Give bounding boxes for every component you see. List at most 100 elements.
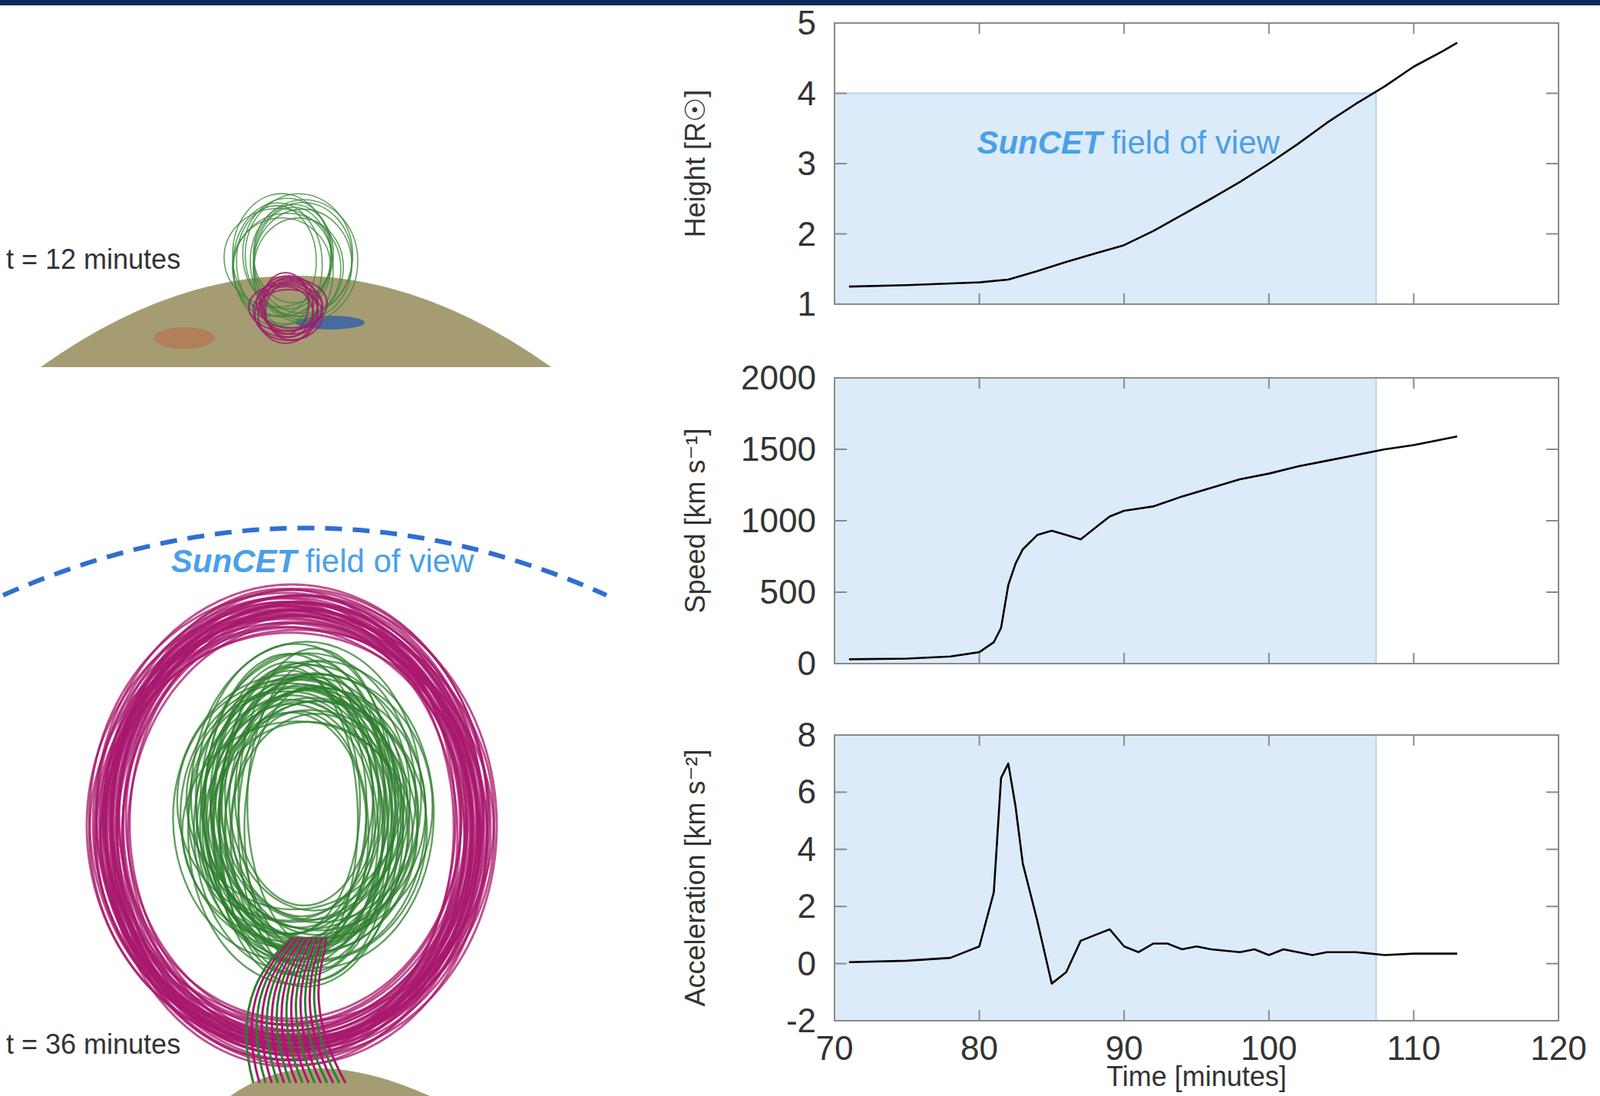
- y-tick-label: 1000: [740, 501, 817, 539]
- fov-label-part: SunCET: [976, 124, 1105, 161]
- y-tick: [834, 448, 847, 450]
- y-tick: [1546, 1019, 1559, 1022]
- y-tick: [834, 848, 847, 850]
- y-tick-label: 3: [797, 144, 817, 182]
- x-tick: [978, 1009, 981, 1021]
- y-tick-label: 8: [797, 715, 817, 754]
- x-axis-title: Time [minutes]: [1106, 1060, 1287, 1092]
- fov-label-part: field of view: [1102, 124, 1281, 161]
- x-tick: [1557, 377, 1560, 389]
- data-line: [849, 42, 1458, 288]
- snapshot-label: t = 12 minutes: [6, 243, 181, 275]
- y-tick-label: 4: [797, 74, 817, 113]
- x-tick: [1268, 1009, 1270, 1021]
- x-tick: [833, 377, 836, 389]
- y-tick-label: 1500: [740, 429, 817, 468]
- y-tick: [834, 1019, 847, 1022]
- y-tick: [1546, 92, 1559, 95]
- x-tick: [1557, 652, 1560, 664]
- x-tick: [1123, 734, 1125, 746]
- y-tick-label: 500: [760, 572, 817, 611]
- x-tick-label: 120: [1530, 1028, 1587, 1067]
- x-tick: [1123, 293, 1125, 305]
- x-tick: [833, 23, 836, 34]
- fov-label-part: SunCET: [171, 542, 300, 579]
- fov-label: SunCET field of view: [171, 542, 475, 579]
- x-tick: [833, 734, 836, 746]
- y-tick: [1546, 905, 1559, 907]
- x-tick: [1123, 1009, 1125, 1021]
- chart: 0500100015002000Speed [km s⁻¹]: [679, 358, 1559, 682]
- x-tick: [1557, 293, 1560, 305]
- x-tick: [1557, 1009, 1560, 1021]
- field-line: [318, 936, 346, 1083]
- y-axis-title: Acceleration [km s⁻²]: [679, 748, 711, 1006]
- y-tick: [834, 92, 847, 95]
- x-tick: [1557, 23, 1560, 34]
- field-line: [247, 661, 386, 947]
- field-line: [201, 674, 433, 939]
- field-line: [238, 647, 393, 956]
- x-tick: [978, 652, 981, 664]
- y-tick-label: 5: [797, 3, 817, 42]
- x-tick: [1268, 734, 1270, 746]
- y-tick: [834, 790, 847, 793]
- field-line: [210, 687, 426, 930]
- y-tick: [1546, 733, 1559, 736]
- snapshot-label: t = 36 minutes: [6, 1028, 181, 1060]
- x-tick: [1268, 377, 1270, 389]
- x-tick: [978, 377, 981, 389]
- y-tick: [834, 22, 847, 24]
- x-tick: [1557, 734, 1560, 746]
- y-tick: [834, 662, 847, 665]
- field-line: [248, 283, 323, 331]
- y-tick: [1546, 448, 1559, 450]
- field-line: [244, 193, 353, 317]
- x-tick: [978, 23, 981, 34]
- frame: [834, 23, 1559, 305]
- field-line: [253, 284, 318, 338]
- y-tick: [834, 303, 847, 305]
- chart: 12345Height [R☉]SunCET field of view: [679, 3, 1559, 323]
- y-tick: [834, 733, 847, 736]
- polarity: [153, 327, 215, 349]
- shaded-region: [834, 734, 1376, 1021]
- figure: SunCET field of view t = 12 minutes t = 36…: [0, 0, 1600, 1096]
- x-tick-label: 110: [1386, 1028, 1441, 1067]
- x-tick: [833, 1009, 836, 1021]
- y-tick-label: 4: [797, 829, 817, 868]
- x-tick: [1123, 652, 1125, 664]
- x-tick: [833, 293, 836, 305]
- y-tick-label: 0: [797, 944, 817, 982]
- y-tick: [1546, 162, 1559, 165]
- y-tick: [834, 519, 847, 522]
- y-tick-label: 2000: [740, 358, 817, 397]
- fov-label: SunCET field of view: [976, 124, 1280, 161]
- x-tick: [833, 652, 836, 664]
- y-axis-title: Height [R☉]: [679, 89, 711, 238]
- y-tick: [834, 376, 847, 379]
- y-tick-label: 1: [797, 284, 817, 323]
- field-line: [257, 286, 314, 344]
- data-line: [849, 436, 1458, 659]
- x-tick: [1268, 293, 1270, 305]
- x-tick: [1412, 377, 1415, 389]
- y-tick: [1546, 848, 1559, 850]
- x-tick-label: 70: [816, 1028, 854, 1067]
- x-tick: [1268, 23, 1270, 34]
- y-tick-label: 2: [797, 886, 817, 925]
- data-line: [849, 763, 1458, 983]
- y-tick: [834, 591, 847, 593]
- field-line: [210, 664, 410, 929]
- x-tick: [978, 734, 981, 746]
- y-tick: [834, 233, 847, 235]
- frame: [834, 377, 1559, 664]
- x-tick: [1268, 652, 1270, 664]
- x-tick: [1412, 734, 1415, 746]
- x-tick: [1123, 377, 1125, 389]
- fov-arc: [3, 528, 607, 596]
- x-tick: [1412, 23, 1415, 34]
- shaded-region: [834, 93, 1376, 305]
- y-tick: [1546, 962, 1559, 965]
- x-tick: [1412, 1009, 1415, 1021]
